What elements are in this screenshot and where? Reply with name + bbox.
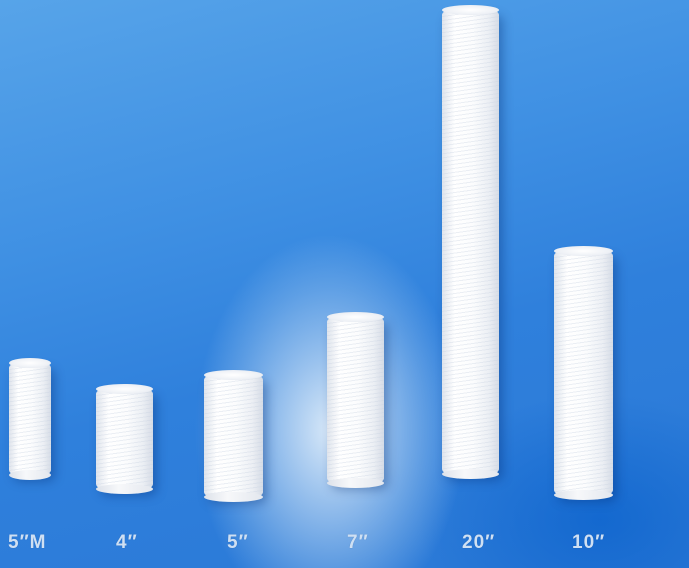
cartridge-4in <box>96 384 153 494</box>
cartridge-5in <box>204 370 263 502</box>
cartridge-label: 20″ <box>462 532 496 553</box>
cartridge-7in <box>327 312 384 488</box>
cartridge-5m <box>9 358 51 480</box>
cartridge-20in <box>442 5 499 479</box>
cartridge-10in <box>554 246 613 500</box>
cartridge-label: 10″ <box>572 532 606 553</box>
cartridge-label: 5″ <box>227 532 249 553</box>
cartridge-label: 5″M <box>8 532 47 553</box>
cartridge-label: 7″ <box>347 532 369 553</box>
cartridge-label: 4″ <box>116 532 138 553</box>
